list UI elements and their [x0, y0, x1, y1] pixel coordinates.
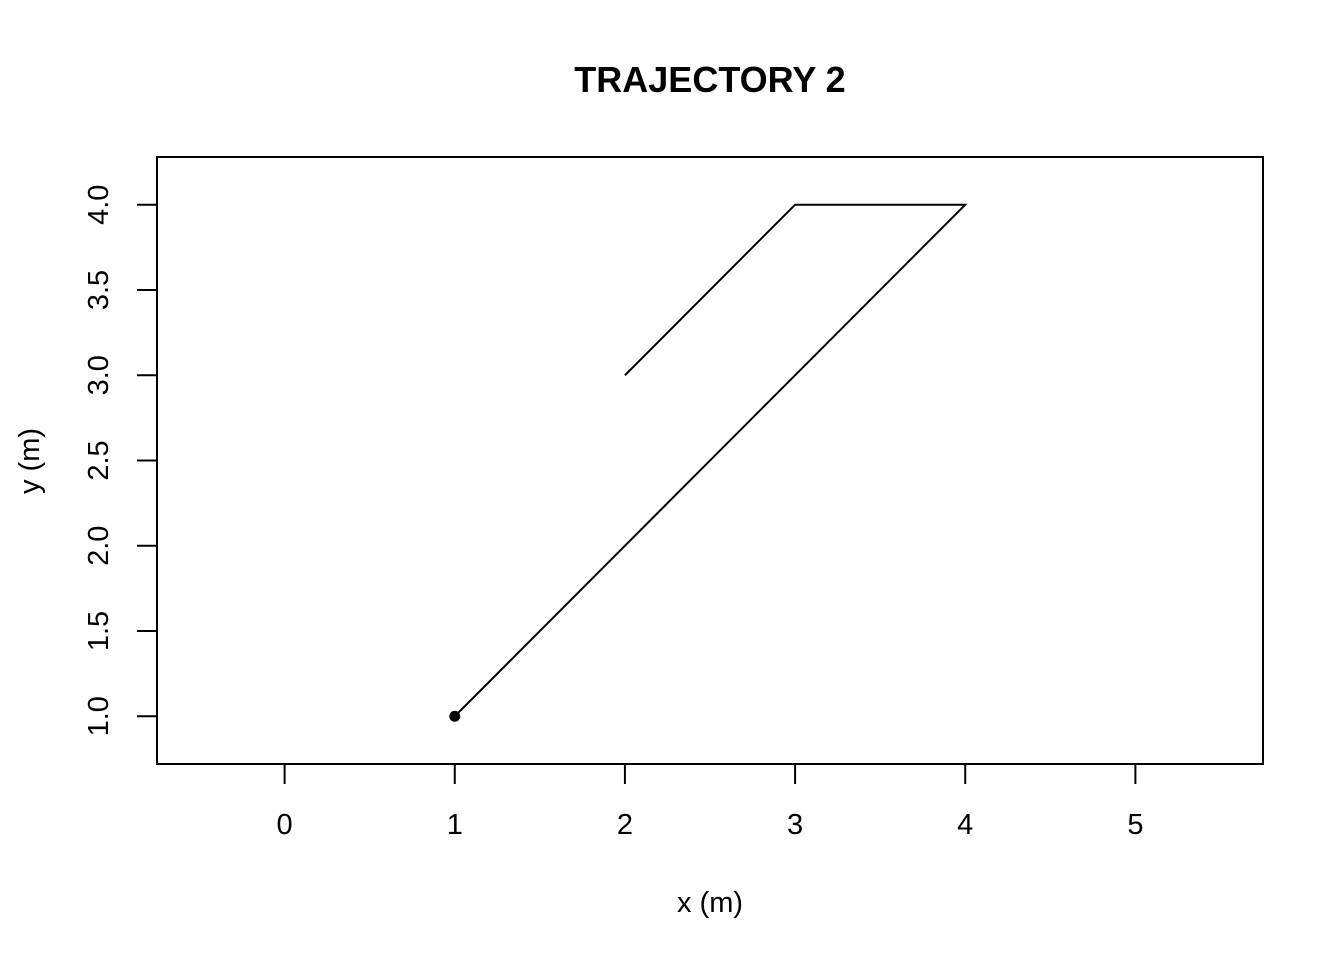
- trajectory-line: [454, 203, 968, 717]
- x-axis: 0 1 2 3 4 5: [277, 763, 1143, 841]
- y-axis: 1.0 1.5 2.0 2.5 3.0 3.5 4.0: [83, 185, 158, 736]
- y-tick-label: 1.5: [83, 611, 115, 651]
- start-point-marker: [449, 710, 461, 722]
- y-axis-label: y (m): [14, 428, 46, 494]
- series-layer: [449, 203, 968, 722]
- x-axis-label: x (m): [677, 887, 743, 919]
- chart-title: TRAJECTORY 2: [574, 59, 845, 100]
- x-tick-label: 3: [787, 809, 803, 841]
- x-tick-label: 1: [447, 809, 463, 841]
- y-tick-label: 2.5: [83, 440, 115, 480]
- y-tick-label: 3.0: [83, 355, 115, 395]
- x-tick-label: 4: [957, 809, 973, 841]
- x-tick-label: 5: [1127, 809, 1143, 841]
- y-tick-label: 1.0: [83, 696, 115, 736]
- x-tick-label: 2: [617, 809, 633, 841]
- x-tick-label: 0: [277, 809, 293, 841]
- y-tick-label: 4.0: [83, 185, 115, 225]
- y-tick-label: 3.5: [83, 270, 115, 310]
- y-tick-label: 2.0: [83, 526, 115, 566]
